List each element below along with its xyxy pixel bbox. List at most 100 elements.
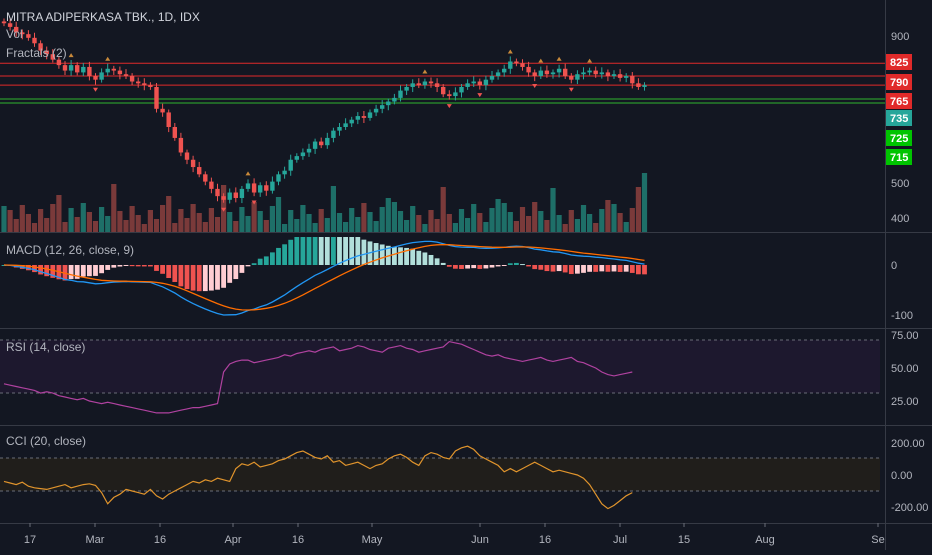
macd-histogram-bar — [215, 265, 220, 290]
volume-bar — [611, 204, 617, 232]
fractal-down-marker — [251, 200, 257, 205]
cci-label[interactable]: CCI (20, close) — [6, 434, 87, 448]
volume-bar — [373, 221, 379, 232]
candle-body — [642, 85, 647, 87]
support-level-label: 725 — [890, 133, 908, 145]
macd-histogram-bar — [453, 265, 458, 269]
macd-histogram-bar — [343, 237, 348, 265]
volume-bar — [208, 208, 214, 232]
volume-bar — [623, 222, 629, 232]
volume-bar — [233, 221, 239, 232]
candle-body — [556, 68, 562, 73]
volume-bar — [587, 214, 593, 232]
volume-bar — [135, 215, 141, 232]
candle-body — [20, 32, 25, 35]
candle-body — [227, 192, 232, 200]
rsi-label[interactable]: RSI (14, close) — [6, 340, 86, 354]
time-label: Apr — [224, 534, 241, 546]
volume-bar — [605, 200, 611, 232]
rsi-tick: 50.00 — [891, 363, 919, 375]
macd-histogram-bar — [105, 265, 111, 270]
macd-histogram-bar — [410, 248, 416, 265]
volume-layer — [1, 173, 648, 232]
candle-body — [605, 72, 611, 77]
fractal-down-marker — [446, 104, 452, 109]
candle-body — [502, 68, 507, 73]
candle-body — [50, 54, 55, 60]
volume-bar — [214, 217, 221, 232]
candle-body — [349, 119, 354, 124]
symbol-title[interactable]: MITRA ADIPERKASA TBK., 1D, IDX — [6, 10, 200, 24]
macd-histogram-bar — [471, 265, 477, 269]
volume-bar — [367, 212, 373, 232]
volume-tick: 400 — [891, 213, 909, 225]
volume-bar — [532, 202, 538, 232]
fractal-up-marker — [245, 171, 251, 176]
time-axis-layer: 17 Mar 16 Apr 16 May Jun 16 Jul 15 Aug Se — [24, 523, 885, 546]
time-label: 16 — [154, 534, 166, 546]
volume-bar — [74, 217, 80, 232]
macd-tick: -100 — [891, 310, 913, 322]
volume-bar — [416, 215, 422, 232]
volume-bar — [385, 198, 391, 232]
candle-body — [325, 137, 330, 146]
macd-histogram-bar — [440, 262, 446, 265]
macd-histogram-bar — [593, 265, 599, 272]
volume-bar — [452, 223, 458, 232]
candle-body — [520, 63, 525, 67]
candle-body — [447, 94, 452, 97]
candle-body — [239, 188, 245, 198]
candle-body — [593, 70, 598, 75]
volume-bar — [25, 214, 31, 232]
macd-histogram-bar — [111, 265, 117, 268]
fractal-down-marker — [221, 207, 227, 212]
candle-body — [270, 181, 275, 191]
volume-bar — [397, 211, 404, 232]
macd-histogram-bar — [312, 237, 318, 265]
volume-bar — [544, 220, 550, 232]
candle-body — [136, 81, 141, 84]
candle-body — [386, 101, 391, 106]
candle-body — [209, 181, 214, 189]
candle-body — [538, 70, 543, 77]
candle-body — [215, 188, 220, 197]
macd-histogram-bar — [568, 265, 574, 275]
candle-body — [471, 81, 476, 84]
fractal-up-marker — [507, 49, 513, 54]
candle-body — [99, 72, 104, 80]
resistance-level-label: 825 — [890, 57, 908, 69]
volume-bar — [428, 210, 434, 232]
resistance-level-badge — [886, 74, 912, 90]
candle-body — [32, 37, 37, 44]
time-label: 17 — [24, 534, 36, 546]
macd-histogram-bar — [154, 265, 159, 271]
volume-bar — [489, 208, 495, 232]
candle-body — [221, 196, 226, 200]
macd-histogram-bar — [526, 265, 531, 267]
macd-histogram-bar — [483, 265, 489, 269]
volume-bar — [129, 206, 135, 232]
volume-bar — [99, 207, 105, 232]
candle-body — [355, 116, 360, 120]
volume-bar — [178, 209, 184, 232]
candle-body — [483, 79, 489, 86]
candle-body — [398, 90, 403, 98]
candle-body — [550, 72, 556, 75]
volume-label[interactable]: Vol — [6, 27, 23, 41]
candle-body — [160, 108, 165, 113]
macd-histogram-bar — [117, 265, 123, 267]
macd-histogram-bar — [599, 265, 605, 272]
candle-body — [373, 108, 379, 113]
volume-bar — [269, 206, 275, 232]
macd-histogram-bar — [166, 265, 172, 279]
macd-histogram-bar — [87, 265, 92, 277]
volume-bar — [410, 206, 416, 232]
macd-label[interactable]: MACD (12, 26, close, 9) — [6, 243, 135, 257]
volume-bar — [446, 214, 452, 232]
macd-histogram-bar — [318, 237, 324, 265]
volume-bar — [501, 203, 507, 232]
fractals-label[interactable]: Fractals (2) — [6, 46, 67, 60]
macd-histogram-bar — [251, 263, 257, 265]
